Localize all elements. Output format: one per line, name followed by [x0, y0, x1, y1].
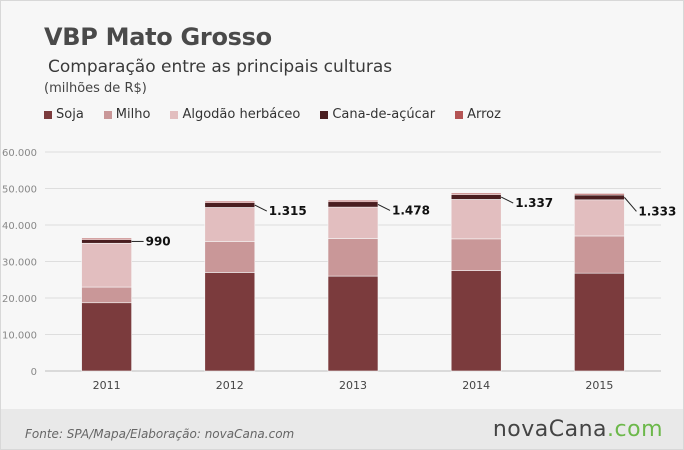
legend-item-soja: Soja: [44, 107, 84, 122]
source-note: Fonte: SPA/Mapa/Elaboração: novaCana.com: [25, 427, 295, 441]
x-tick-label: 2012: [216, 379, 244, 392]
y-tick-label: 40.000: [2, 221, 37, 232]
x-tick-label: 2015: [585, 379, 613, 392]
legend-label-algodao: Algodão herbáceo: [182, 107, 301, 122]
bar-segment: [450, 199, 502, 240]
bar-segment: [204, 202, 256, 208]
legend-label-soja: Soja: [56, 107, 84, 122]
y-tick-label: 50.000: [2, 185, 37, 196]
x-tick-label: 2014: [462, 379, 490, 392]
legend-swatch-cana: [320, 110, 329, 119]
x-tick-label: 2013: [339, 379, 367, 392]
brand-logo: novaCana.com: [493, 417, 663, 442]
legend-swatch-soja: [44, 110, 52, 119]
footer: Fonte: SPA/Mapa/Elaboração: novaCana.com…: [1, 409, 683, 449]
bar-segment: [204, 207, 256, 242]
annotation-leader: [624, 197, 637, 212]
chart-subtitle: Comparação entre as principais culturas: [48, 57, 393, 77]
y-tick-label: 0: [31, 367, 37, 378]
legend: Soja Milho Algodão herbáceo Cana-de-açúc…: [44, 107, 501, 122]
legend-swatch-milho: [103, 110, 112, 119]
bar-segment: [204, 272, 256, 372]
legend-label-arroz: Arroz: [467, 107, 501, 122]
y-tick-label: 30.000: [2, 258, 37, 269]
bar-segment: [327, 201, 379, 208]
bar-segment: [450, 238, 502, 271]
cana-value-label: 990: [146, 234, 171, 248]
y-tick-label: 20.000: [2, 294, 37, 305]
bar-segment: [327, 206, 379, 239]
bar-segment: [574, 194, 625, 201]
bar-segment: [450, 194, 502, 200]
legend-swatch-algodao: [170, 110, 179, 119]
chart-title: VBP Mato Grosso: [44, 23, 272, 51]
bar-segment: [81, 239, 132, 244]
unit-label: (milhões de R$): [44, 81, 147, 96]
y-tick-label: 10.000: [2, 331, 37, 342]
brand-suffix: .com: [607, 417, 663, 442]
legend-label-cana: Cana-de-açúcar: [332, 107, 436, 122]
bar-segment: [327, 275, 379, 372]
bar-segment: [204, 200, 256, 203]
legend-item-algodao: Algodão herbáceo: [170, 107, 300, 122]
cana-value-label: 1.337: [515, 196, 553, 210]
bar-segment: [81, 242, 132, 288]
annotation-leader: [254, 204, 268, 212]
legend-item-cana: Cana-de-açúcar: [320, 107, 435, 122]
brand-name: novaCana: [492, 417, 608, 442]
bar-segment: [81, 286, 132, 304]
legend-item-arroz: Arroz: [455, 107, 501, 122]
annotation-leader: [500, 196, 514, 204]
cana-value-label: 1.315: [269, 204, 307, 218]
bar-segment: [81, 302, 132, 372]
bar-segment: [574, 272, 625, 372]
bar-segment: [204, 241, 256, 273]
bar-segment: [574, 235, 625, 274]
cana-value-label: 1.478: [392, 203, 430, 217]
bar-segment: [450, 192, 502, 195]
bar-segment: [81, 237, 132, 240]
legend-swatch-arroz: [455, 110, 464, 119]
legend-label-milho: Milho: [115, 107, 151, 122]
x-tick-label: 2011: [93, 379, 121, 392]
stacked-bar-chart: 0 10.000 20.000 30.000 40.000 50.000 60.000 201…: [2, 148, 676, 392]
y-tick-label: 60.000: [2, 148, 37, 159]
bar-segment: [327, 199, 379, 203]
annotation-leader: [377, 203, 391, 211]
bar-segment: [574, 193, 625, 196]
bar-segment: [450, 270, 502, 372]
cana-value-label: 1.333: [638, 204, 676, 218]
legend-item-milho: Milho: [103, 107, 151, 122]
bar-segment: [574, 199, 625, 237]
bar-segment: [327, 238, 379, 277]
